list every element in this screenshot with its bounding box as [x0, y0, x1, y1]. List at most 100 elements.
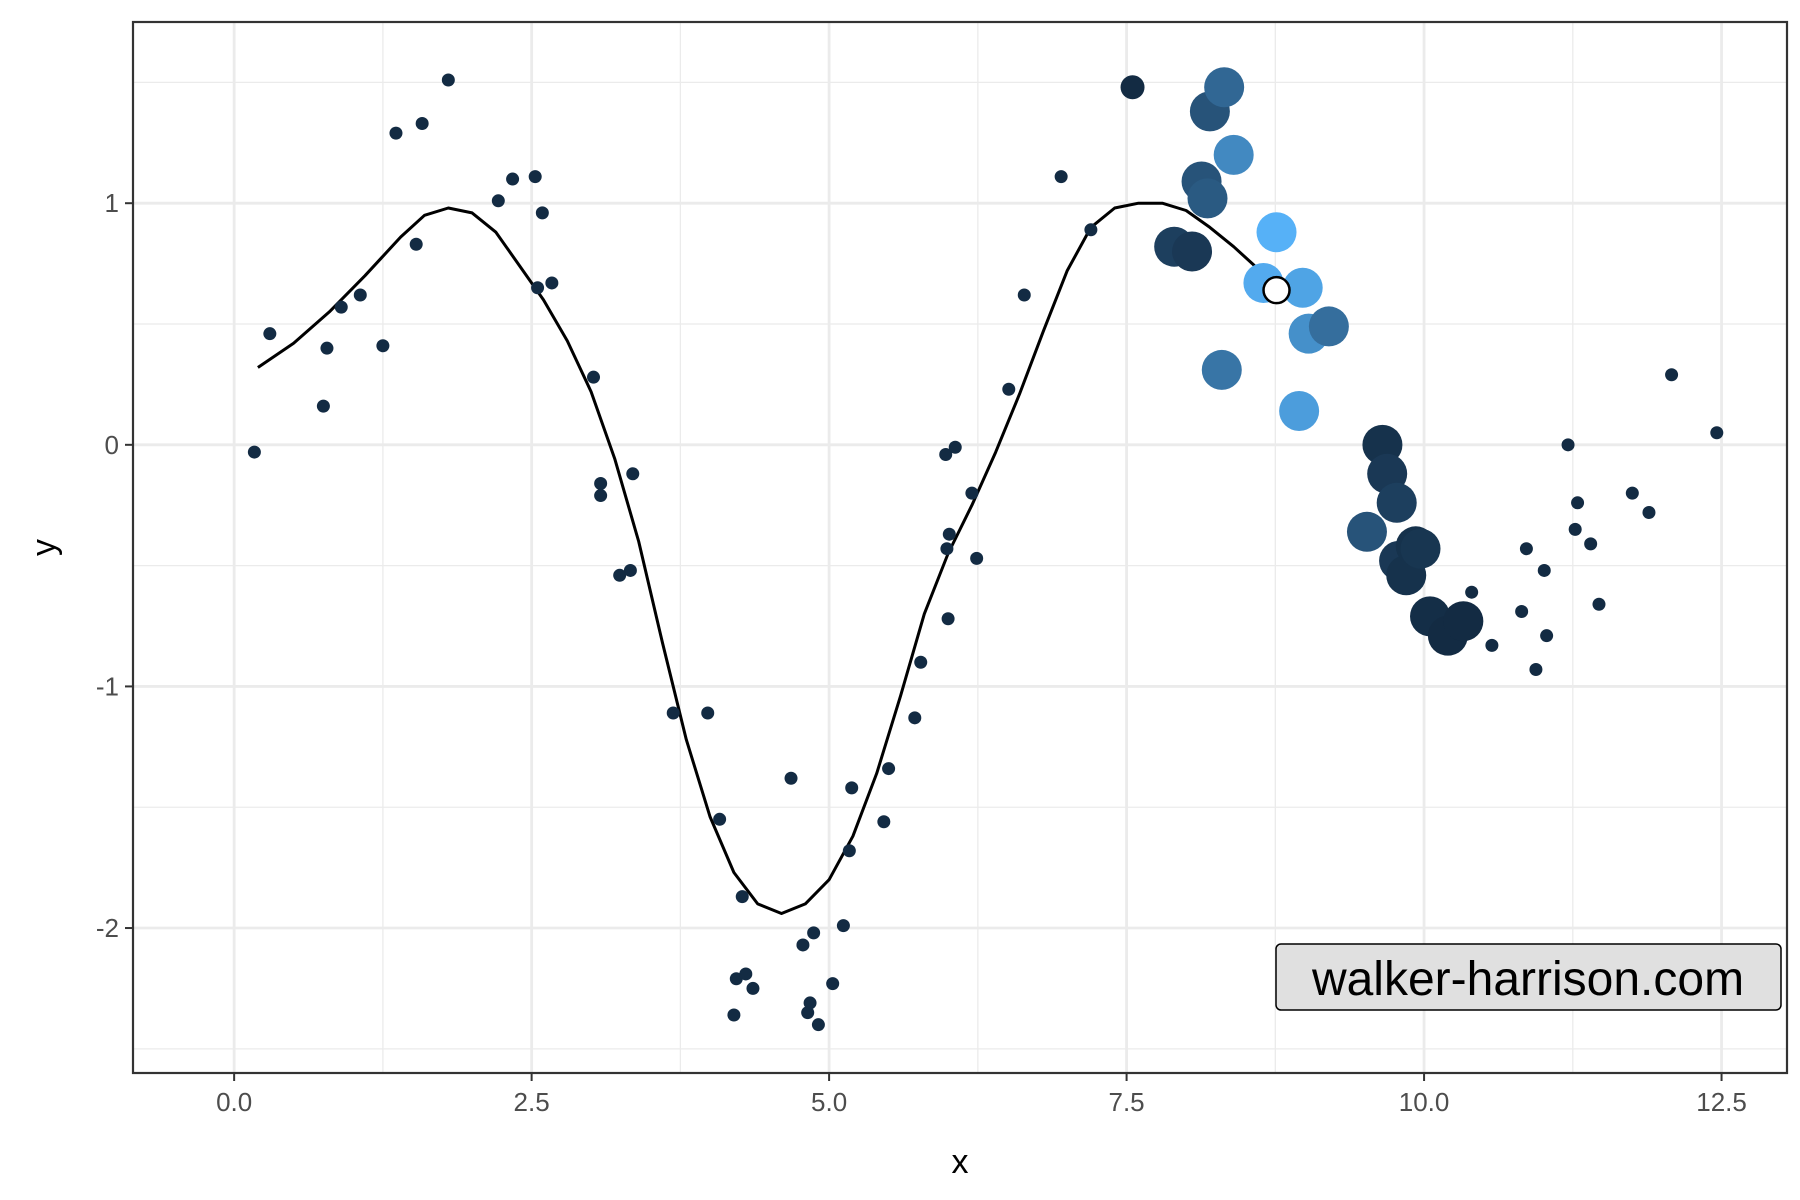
major-gridlines	[133, 22, 1787, 1073]
data-point	[613, 568, 627, 582]
data-point	[1465, 585, 1479, 599]
y-tick-label: 1	[105, 188, 119, 218]
data-point	[594, 489, 608, 503]
data-points-layer	[247, 73, 1724, 1032]
data-point	[1084, 223, 1098, 237]
data-point	[531, 281, 545, 295]
data-point	[807, 926, 821, 940]
data-point	[1537, 563, 1551, 577]
highlighted-point	[1201, 349, 1242, 390]
y-tick-label: 0	[105, 430, 119, 460]
data-point	[942, 527, 956, 541]
data-point	[941, 612, 955, 626]
x-tick-label: 0.0	[216, 1087, 252, 1117]
data-point	[263, 327, 277, 341]
data-point	[877, 815, 891, 829]
x-tick-label: 12.5	[1696, 1087, 1747, 1117]
data-point	[491, 194, 505, 208]
y-axis-title: y	[25, 539, 63, 556]
curve-end-marker-layer	[1262, 275, 1291, 305]
data-point	[882, 762, 896, 776]
highlighted-point	[1172, 231, 1213, 272]
data-point	[1017, 288, 1031, 302]
data-point	[1485, 638, 1499, 652]
data-point	[506, 172, 520, 186]
data-point	[796, 938, 810, 952]
data-point	[1665, 368, 1679, 382]
highlighted-point	[1400, 528, 1441, 569]
data-point	[545, 276, 559, 290]
data-point	[845, 781, 859, 795]
data-point	[666, 706, 680, 720]
data-point	[535, 206, 549, 220]
data-point	[247, 445, 261, 459]
data-point	[970, 551, 984, 565]
y-axis-ticks: -2 -1 0 1	[96, 188, 133, 943]
watermark-label: walker-harrison.com	[1275, 943, 1782, 1011]
x-tick-label: 2.5	[514, 1087, 550, 1117]
data-point	[1592, 597, 1606, 611]
data-point	[1710, 426, 1724, 440]
fitted-curve-layer	[257, 201, 1278, 915]
curve-end-marker	[1262, 275, 1291, 305]
data-point	[739, 967, 753, 981]
y-tick-label: -2	[96, 913, 119, 943]
highlighted-point	[1282, 267, 1323, 308]
data-point	[587, 370, 601, 384]
data-point	[1571, 496, 1585, 510]
highlighted-point	[1279, 390, 1320, 431]
fitted-curve-line	[257, 201, 1278, 915]
data-point	[415, 116, 429, 130]
data-point	[623, 563, 637, 577]
x-tick-label: 10.0	[1399, 1087, 1450, 1117]
data-point	[908, 711, 922, 725]
data-point	[826, 977, 840, 991]
highlighted-point	[1308, 306, 1349, 347]
data-point	[948, 440, 962, 454]
data-point	[735, 890, 749, 904]
data-point	[965, 486, 979, 500]
highlighted-point	[1213, 134, 1254, 175]
data-point	[1568, 522, 1582, 536]
data-point	[1519, 542, 1533, 556]
data-point	[1584, 537, 1598, 551]
x-tick-label: 5.0	[811, 1087, 847, 1117]
highlighted-point	[1187, 178, 1228, 219]
data-point	[1002, 382, 1016, 396]
data-point	[1529, 663, 1543, 677]
data-point	[594, 476, 608, 490]
data-point	[528, 170, 542, 184]
data-point	[727, 1008, 741, 1022]
data-point	[811, 1018, 825, 1032]
highlighted-point	[1204, 67, 1245, 108]
data-point	[803, 996, 817, 1010]
data-point	[939, 447, 953, 461]
data-point	[713, 812, 727, 826]
data-point	[746, 981, 760, 995]
data-point	[316, 399, 330, 413]
highlighted-point	[1256, 212, 1297, 253]
highlighted-point	[1346, 511, 1387, 552]
data-point	[320, 341, 334, 355]
data-point	[334, 300, 348, 314]
data-point	[626, 467, 640, 481]
data-point	[842, 844, 856, 858]
x-axis-ticks: 0.0 2.5 5.0 7.5 10.0 12.5	[216, 1073, 1747, 1117]
highlighted-point	[1443, 601, 1484, 642]
data-point	[376, 339, 390, 353]
data-point	[784, 771, 798, 785]
minor-gridlines	[133, 22, 1787, 1073]
data-point	[1642, 505, 1656, 519]
watermark-text: walker-harrison.com	[1311, 953, 1744, 1006]
x-tick-label: 7.5	[1109, 1087, 1145, 1117]
data-point	[1515, 605, 1529, 619]
panel-border	[131, 20, 1789, 1075]
data-point	[389, 126, 403, 140]
watermark-box	[1275, 943, 1782, 1011]
data-point	[1054, 170, 1068, 184]
highlighted-points-layer	[1120, 67, 1484, 656]
data-point	[701, 706, 715, 720]
highlighted-point	[1120, 75, 1145, 100]
data-point	[940, 542, 954, 556]
